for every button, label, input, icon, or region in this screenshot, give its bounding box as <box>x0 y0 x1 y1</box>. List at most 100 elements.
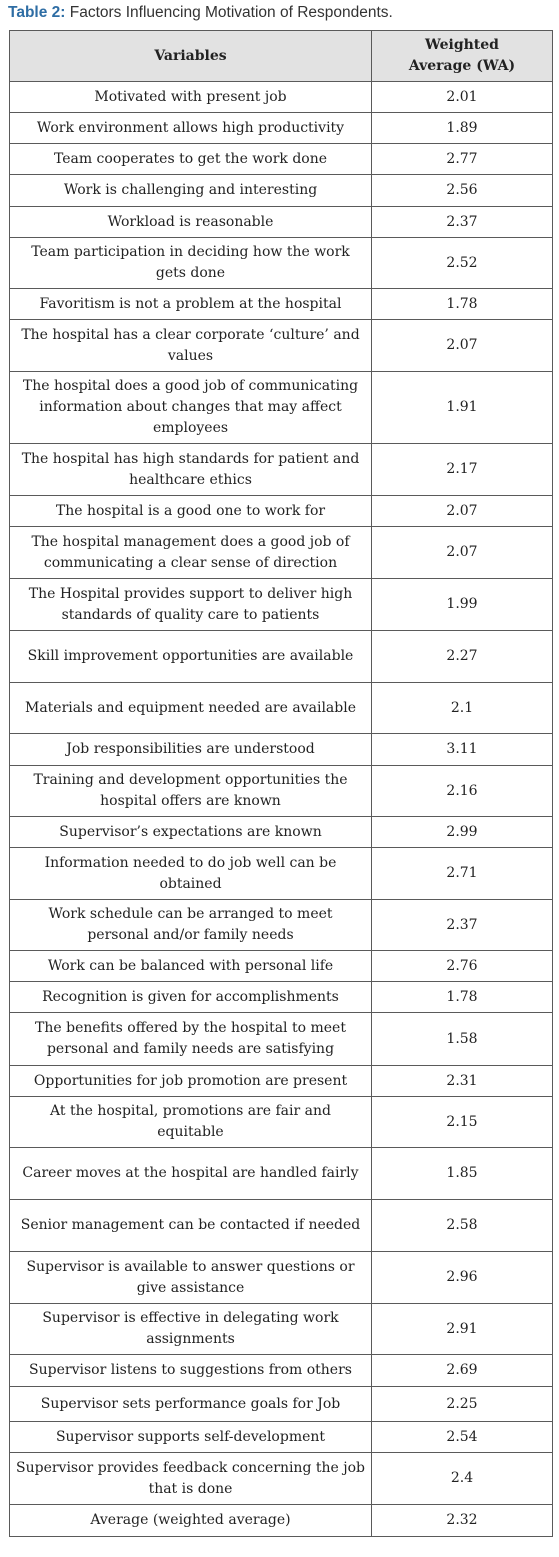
table-row: Information needed to do job well can be… <box>9 847 553 900</box>
table-row: The hospital is a good one to work for 2.… <box>9 495 553 527</box>
table-row: Supervisor sets performance goals for Jo… <box>9 1386 553 1422</box>
header-row: Variables Weighted Average (WA) <box>9 30 553 82</box>
table-row: Work environment allows high productivit… <box>9 112 553 144</box>
header-weighted-average: Weighted Average (WA) <box>371 30 553 82</box>
table-row: Team participation in deciding how the w… <box>9 237 553 289</box>
variable-cell: Average (weighted average) <box>9 1504 372 1537</box>
table-row: Supervisor’s expectations are known 2.99 <box>9 816 553 848</box>
table-label-colon: : <box>60 4 66 21</box>
weighted-average-cell: 2.07 <box>371 495 553 527</box>
table-label: Table 2: <box>8 4 65 21</box>
variable-cell: The benefits offered by the hospital to … <box>9 1012 372 1066</box>
weighted-average-cell: 2.54 <box>371 1421 553 1453</box>
weighted-average-cell: 2.07 <box>371 526 553 579</box>
table-row: Workload is reasonable 2.37 <box>9 206 553 238</box>
table-row: The benefits offered by the hospital to … <box>9 1012 553 1066</box>
variable-cell: The hospital management does a good job … <box>9 526 372 579</box>
table-row: Supervisor supports self-development 2.54 <box>9 1421 553 1453</box>
table-row: Opportunities for job promotion are pres… <box>9 1065 553 1097</box>
weighted-average-cell: 2.17 <box>371 443 553 496</box>
variable-cell: Supervisor sets performance goals for Jo… <box>9 1386 372 1422</box>
variable-cell: Work is challenging and interesting <box>9 174 372 207</box>
weighted-average-cell: 2.77 <box>371 143 553 175</box>
table-body: Motivated with present job 2.01 Work envir… <box>9 81 553 1537</box>
variable-cell: Opportunities for job promotion are pres… <box>9 1065 372 1097</box>
weighted-average-cell: 2.15 <box>371 1096 553 1148</box>
weighted-average-cell: 2.07 <box>371 319 553 372</box>
weighted-average-cell: 1.78 <box>371 981 553 1013</box>
variable-cell: Skill improvement opportunities are avai… <box>9 630 372 683</box>
variable-cell: The hospital has a clear corporate ‘cult… <box>9 319 372 372</box>
weighted-average-cell: 2.71 <box>371 847 553 900</box>
header-variables: Variables <box>9 30 372 82</box>
variable-cell: Supervisor’s expectations are known <box>9 816 372 848</box>
variable-cell: Supervisor is available to answer questi… <box>9 1251 372 1304</box>
variable-cell: Work can be balanced with personal life <box>9 950 372 982</box>
table-row: The hospital does a good job of communic… <box>9 371 553 444</box>
table-row: Training and development opportunities t… <box>9 765 553 817</box>
variable-cell: Materials and equipment needed are avail… <box>9 682 372 734</box>
weighted-average-cell: 2.37 <box>371 899 553 951</box>
table-row: Average (weighted average) 2.32 <box>9 1504 553 1537</box>
table-row: Senior management can be contacted if ne… <box>9 1199 553 1252</box>
table-row: Recognition is given for accomplishments… <box>9 981 553 1013</box>
table-row: The hospital has high standards for pati… <box>9 443 553 496</box>
variable-cell: Supervisor provides feedback concerning … <box>9 1452 372 1505</box>
table-caption-text: Factors Influencing Motivation of Respon… <box>65 4 393 21</box>
weighted-average-cell: 2.1 <box>371 682 553 734</box>
weighted-average-cell: 2.91 <box>371 1303 553 1355</box>
weighted-average-cell: 1.89 <box>371 112 553 144</box>
table-row: Career moves at the hospital are handled… <box>9 1147 553 1200</box>
weighted-average-cell: 1.78 <box>371 288 553 320</box>
variable-cell: Team cooperates to get the work done <box>9 143 372 175</box>
table-row: Supervisor listens to suggestions from o… <box>9 1354 553 1387</box>
table-row: Motivated with present job 2.01 <box>9 81 553 113</box>
weighted-average-cell: 1.58 <box>371 1012 553 1066</box>
table-row: Favoritism is not a problem at the hospi… <box>9 288 553 320</box>
table-row: Supervisor is effective in delegating wo… <box>9 1303 553 1355</box>
table-caption: Table 2: Factors Influencing Motivation … <box>8 3 553 23</box>
weighted-average-cell: 2.52 <box>371 237 553 289</box>
weighted-average-cell: 2.25 <box>371 1386 553 1422</box>
weighted-average-cell: 2.99 <box>371 816 553 848</box>
weighted-average-cell: 2.4 <box>371 1452 553 1505</box>
variable-cell: The Hospital provides support to deliver… <box>9 578 372 631</box>
table-row: Supervisor is available to answer questi… <box>9 1251 553 1304</box>
variable-cell: Training and development opportunities t… <box>9 765 372 817</box>
weighted-average-cell: 2.31 <box>371 1065 553 1097</box>
table-row: Team cooperates to get the work done 2.77 <box>9 143 553 175</box>
variable-cell: The hospital is a good one to work for <box>9 495 372 527</box>
variable-cell: Senior management can be contacted if ne… <box>9 1199 372 1252</box>
variable-cell: Information needed to do job well can be… <box>9 847 372 900</box>
variable-cell: Supervisor listens to suggestions from o… <box>9 1354 372 1387</box>
table-label-text: Table 2 <box>8 4 61 21</box>
variable-cell: Workload is reasonable <box>9 206 372 238</box>
table-row: Work schedule can be arranged to meet pe… <box>9 899 553 951</box>
weighted-average-cell: 1.91 <box>371 371 553 444</box>
weighted-average-cell: 1.85 <box>371 1147 553 1200</box>
table-row: Materials and equipment needed are avail… <box>9 682 553 734</box>
variable-cell: Favoritism is not a problem at the hospi… <box>9 288 372 320</box>
weighted-average-cell: 2.32 <box>371 1504 553 1537</box>
table-head: Variables Weighted Average (WA) <box>9 30 553 82</box>
variable-cell: Supervisor is effective in delegating wo… <box>9 1303 372 1355</box>
variable-cell: Work environment allows high productivit… <box>9 112 372 144</box>
weighted-average-cell: 2.96 <box>371 1251 553 1304</box>
table-row: The hospital has a clear corporate ‘cult… <box>9 319 553 372</box>
variable-cell: Recognition is given for accomplishments <box>9 981 372 1013</box>
variable-cell: Job responsibilities are understood <box>9 733 372 766</box>
table-row: The Hospital provides support to deliver… <box>9 578 553 631</box>
variable-cell: The hospital has high standards for pati… <box>9 443 372 496</box>
table-row: Work is challenging and interesting 2.56 <box>9 174 553 207</box>
weighted-average-cell: 3.11 <box>371 733 553 766</box>
weighted-average-cell: 1.99 <box>371 578 553 631</box>
motivation-factors-table: Variables Weighted Average (WA) Motivate… <box>9 30 553 1537</box>
table-row: Work can be balanced with personal life 2… <box>9 950 553 982</box>
table-row: Skill improvement opportunities are avai… <box>9 630 553 683</box>
table-row: The hospital management does a good job … <box>9 526 553 579</box>
weighted-average-cell: 2.69 <box>371 1354 553 1387</box>
variable-cell: Work schedule can be arranged to meet pe… <box>9 899 372 951</box>
weighted-average-cell: 2.58 <box>371 1199 553 1252</box>
table-row: Job responsibilities are understood 3.11 <box>9 733 553 766</box>
weighted-average-cell: 2.27 <box>371 630 553 683</box>
